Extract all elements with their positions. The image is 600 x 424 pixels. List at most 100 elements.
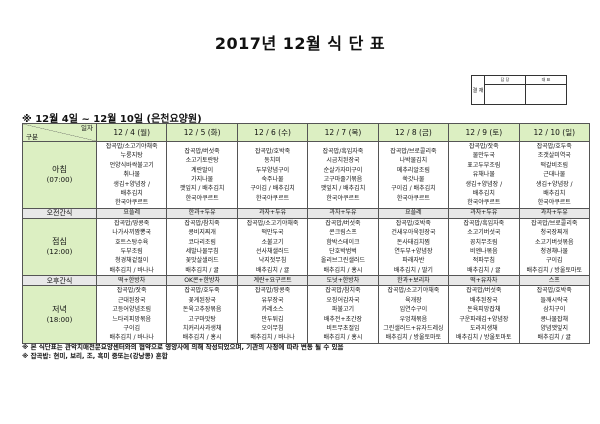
menu-item: 한국야쿠르트 xyxy=(115,199,149,207)
menu-item: 동치미 xyxy=(264,157,281,165)
menu-cell: 잡곡밥/잣죽 근대된장국 고등어양념조림 느타리피망볶음 구이김 배추김치 / 바나나 xyxy=(95,285,168,344)
menu-cell: 잡곡밥/호박죽 건새우아욱된장국 돈사태김치찜 연두부+양념장 파래자반 배추김치 / 딸… xyxy=(377,217,450,277)
day-header: 12 / 9 (토) xyxy=(448,123,520,142)
menu-cell: 한과+두유 xyxy=(166,207,238,219)
menu-item: 삼치구이 xyxy=(543,306,566,314)
menu-item: 고구마줄기볶음 xyxy=(323,175,363,183)
menu-cell: 도넛+한방차 xyxy=(307,275,379,287)
row-label: 점심 (12:00) xyxy=(22,217,97,277)
menu-item: 나가사끼짬뽕국 xyxy=(112,229,152,237)
menu-item: 두부조림 xyxy=(120,248,143,256)
menu-item: 생김+양념장 / xyxy=(465,180,503,188)
menu-item: 잡곡밥/버섯죽 xyxy=(466,287,502,295)
menu-item: OK콘+한방차 xyxy=(184,276,221,284)
day-header: 12 / 5 (화) xyxy=(166,123,238,142)
menu-item: 배추김치 / 홍시 xyxy=(323,266,363,274)
menu-cell: 한과+보리차 xyxy=(377,275,450,287)
menu-item: 잡곡밥/브로콜리죽 xyxy=(390,147,437,155)
menu-item: 그린샐러드+유자드레싱 xyxy=(383,324,444,332)
menu-item: 배추전+초간장 xyxy=(323,315,363,323)
day-header: 12 / 10 (일) xyxy=(518,123,591,142)
meal-name: 아침 xyxy=(52,164,67,174)
menu-item: 한과+두유 xyxy=(188,209,216,217)
menu-cell: 계란+요구르트 xyxy=(236,275,309,287)
menu-cell: 떡+한방차 xyxy=(95,275,168,287)
menu-item: 소고기버섯국 xyxy=(467,229,501,237)
menu-item: 고등어양념조림 xyxy=(112,306,152,314)
menu-item: 구이김 / 배추김치 xyxy=(391,185,436,193)
menu-item: 쑥갓나물 xyxy=(402,175,425,183)
menu-item: 도넛+한방차 xyxy=(326,276,360,284)
menu-item: 배추된장국 xyxy=(470,296,498,304)
menu-item: 구운파래김+양념장 xyxy=(459,315,509,323)
menu-item: 시금치된장국 xyxy=(326,157,360,165)
menu-item: 양념깻잎지 xyxy=(540,324,569,332)
meal-time: (07:00) xyxy=(46,175,73,184)
menu-item: 생김+양념장 / xyxy=(113,180,150,188)
menu-cell: 잡곡밥/호박죽 동치미 두부양념구이 숙주나물 구이김 / 배추김치 한국야쿠르트 xyxy=(236,141,309,209)
day-header: 12 / 4 (월) xyxy=(95,123,168,142)
menu-item: 잡곡밥/참치죽 xyxy=(184,219,220,227)
menu-item: 육개장 xyxy=(405,296,422,304)
menu-item: 오이무침 xyxy=(261,324,284,332)
row-label: 오후간식 xyxy=(22,275,97,287)
menu-item: 잡곡밥/땅콩죽 xyxy=(254,287,291,295)
menu-item: 떡갈비조림 xyxy=(540,161,569,169)
row-label: 오전간식 xyxy=(22,207,97,219)
menu-item: 요플레 xyxy=(405,209,422,217)
row-label: 아침 (07:00) xyxy=(22,141,97,209)
menu-item: 배추김치 / 방울토마토 xyxy=(526,266,583,274)
menu-item: 선사채샐러드 xyxy=(255,248,290,256)
menu-item: 잡곡밥/버섯죽 xyxy=(325,219,361,227)
menu-item: 계란말이 xyxy=(191,166,214,174)
menu-item: 함박스테이크 xyxy=(326,238,360,246)
menu-item: 청경채나물 xyxy=(540,248,569,256)
menu-cell: 잡곡밥/참치죽 오징어감자국 파불고기 배추전+초간장 비트무초절임 배추김치 / 홍시 xyxy=(307,285,379,344)
approval-col-ceo: 대 표 xyxy=(525,75,567,85)
menu-cell: 잡곡밥/땅콩죽 유부장국 카레소스 만두튀김 오이무침 배추김치 / 바나나 xyxy=(236,285,309,344)
header-row: 일자 구분 12 / 4 (월) 12 / 5 (화) 12 / 6 (수) 12 /… xyxy=(22,123,591,142)
menu-cell: 과자+두유 xyxy=(307,207,379,219)
menu-item: 누룽지탕 xyxy=(120,152,143,160)
menu-item: 배추김치 / 바나나 xyxy=(109,266,154,274)
menu-item: 한국야쿠르트 xyxy=(537,199,571,207)
menu-item: 소고기버섯볶음 xyxy=(534,238,574,246)
day-header: 12 / 8 (금) xyxy=(377,123,450,142)
menu-cell: 잡곡밥/호두죽 꽃게된장국 돈육고추장볶음 고구마맛탕 치커리사과생채 배추김치 / 홍시 xyxy=(166,285,238,344)
menu-item: 물만두국 xyxy=(472,152,495,160)
menu-item: 치커리사과생채 xyxy=(182,324,222,332)
menu-item: 두부양념구이 xyxy=(255,166,290,174)
menu-item: 잡곡밥/소고기야채죽 xyxy=(246,219,299,227)
menu-item: 단호박범벅 xyxy=(329,248,357,256)
menu-item: 잡곡밥/호박죽 xyxy=(254,147,291,155)
menu-item: 잡곡밥/호두죽 xyxy=(184,287,220,295)
meal-row: 점심 (12:00) 잡곡밥/땅콩죽 나가사끼짬뽕국 호트스탕수육 두부조림 청경채겉절이 배… xyxy=(22,217,591,277)
page-title: 2017년 12월 식 단 표 xyxy=(214,34,386,53)
snack-row: 오후간식 떡+한방차 OK콘+한방차 계란+요구르트 도넛+한방차 한과+보리차 떡+유자차… xyxy=(22,275,591,287)
row-label: 저녁 (18:00) xyxy=(22,285,97,344)
menu-item: 표고두부조림 xyxy=(467,161,501,169)
menu-item: 잡곡밥/잣죽 xyxy=(469,143,499,150)
menu-cell: 잡곡밥/소고기야채죽 육개장 임연수구이 우엉채볶음 그린샐러드+유자드레싱 배추김치 /… xyxy=(377,285,450,344)
approval-col-manager: 담 당 xyxy=(484,75,526,85)
approval-side-label: 결 재 xyxy=(471,75,485,105)
menu-item: 구이김 xyxy=(545,257,563,265)
menu-item: 과자+두유 xyxy=(259,209,287,217)
menu-cell: 과자+두유 xyxy=(448,207,520,219)
menu-item: 우엉채볶음 xyxy=(399,315,428,323)
menu-cell: 떡+유자차 xyxy=(448,275,520,287)
menu-item: 한국야쿠르트 xyxy=(396,194,430,202)
menu-item: 요플레 xyxy=(123,209,140,217)
menu-item: 배추김치 / 방울토마토 xyxy=(456,334,512,342)
menu-item: 유채나물 xyxy=(472,171,495,179)
menu-item: 가지나물 xyxy=(191,175,214,183)
menu-item: 낙지젓무침 xyxy=(258,257,287,265)
menu-item: 코다리조림 xyxy=(188,238,216,246)
menu-cell: 과자+두유 xyxy=(518,207,591,219)
menu-cell: 잡곡밥/브로콜리죽 나박물김치 메추리알조림 쑥갓나물 구이김 / 배추김치 한국야쿠르트 xyxy=(377,141,450,209)
menu-item: 배추김치 xyxy=(543,190,566,198)
corner-category-label: 구분 xyxy=(26,133,38,141)
menu-item: 잡곡밥/호박죽 xyxy=(395,219,431,227)
menu-item: 잡곡밥/호두죽 xyxy=(536,143,572,150)
menu-item: 한국야쿠르트 xyxy=(467,199,501,207)
